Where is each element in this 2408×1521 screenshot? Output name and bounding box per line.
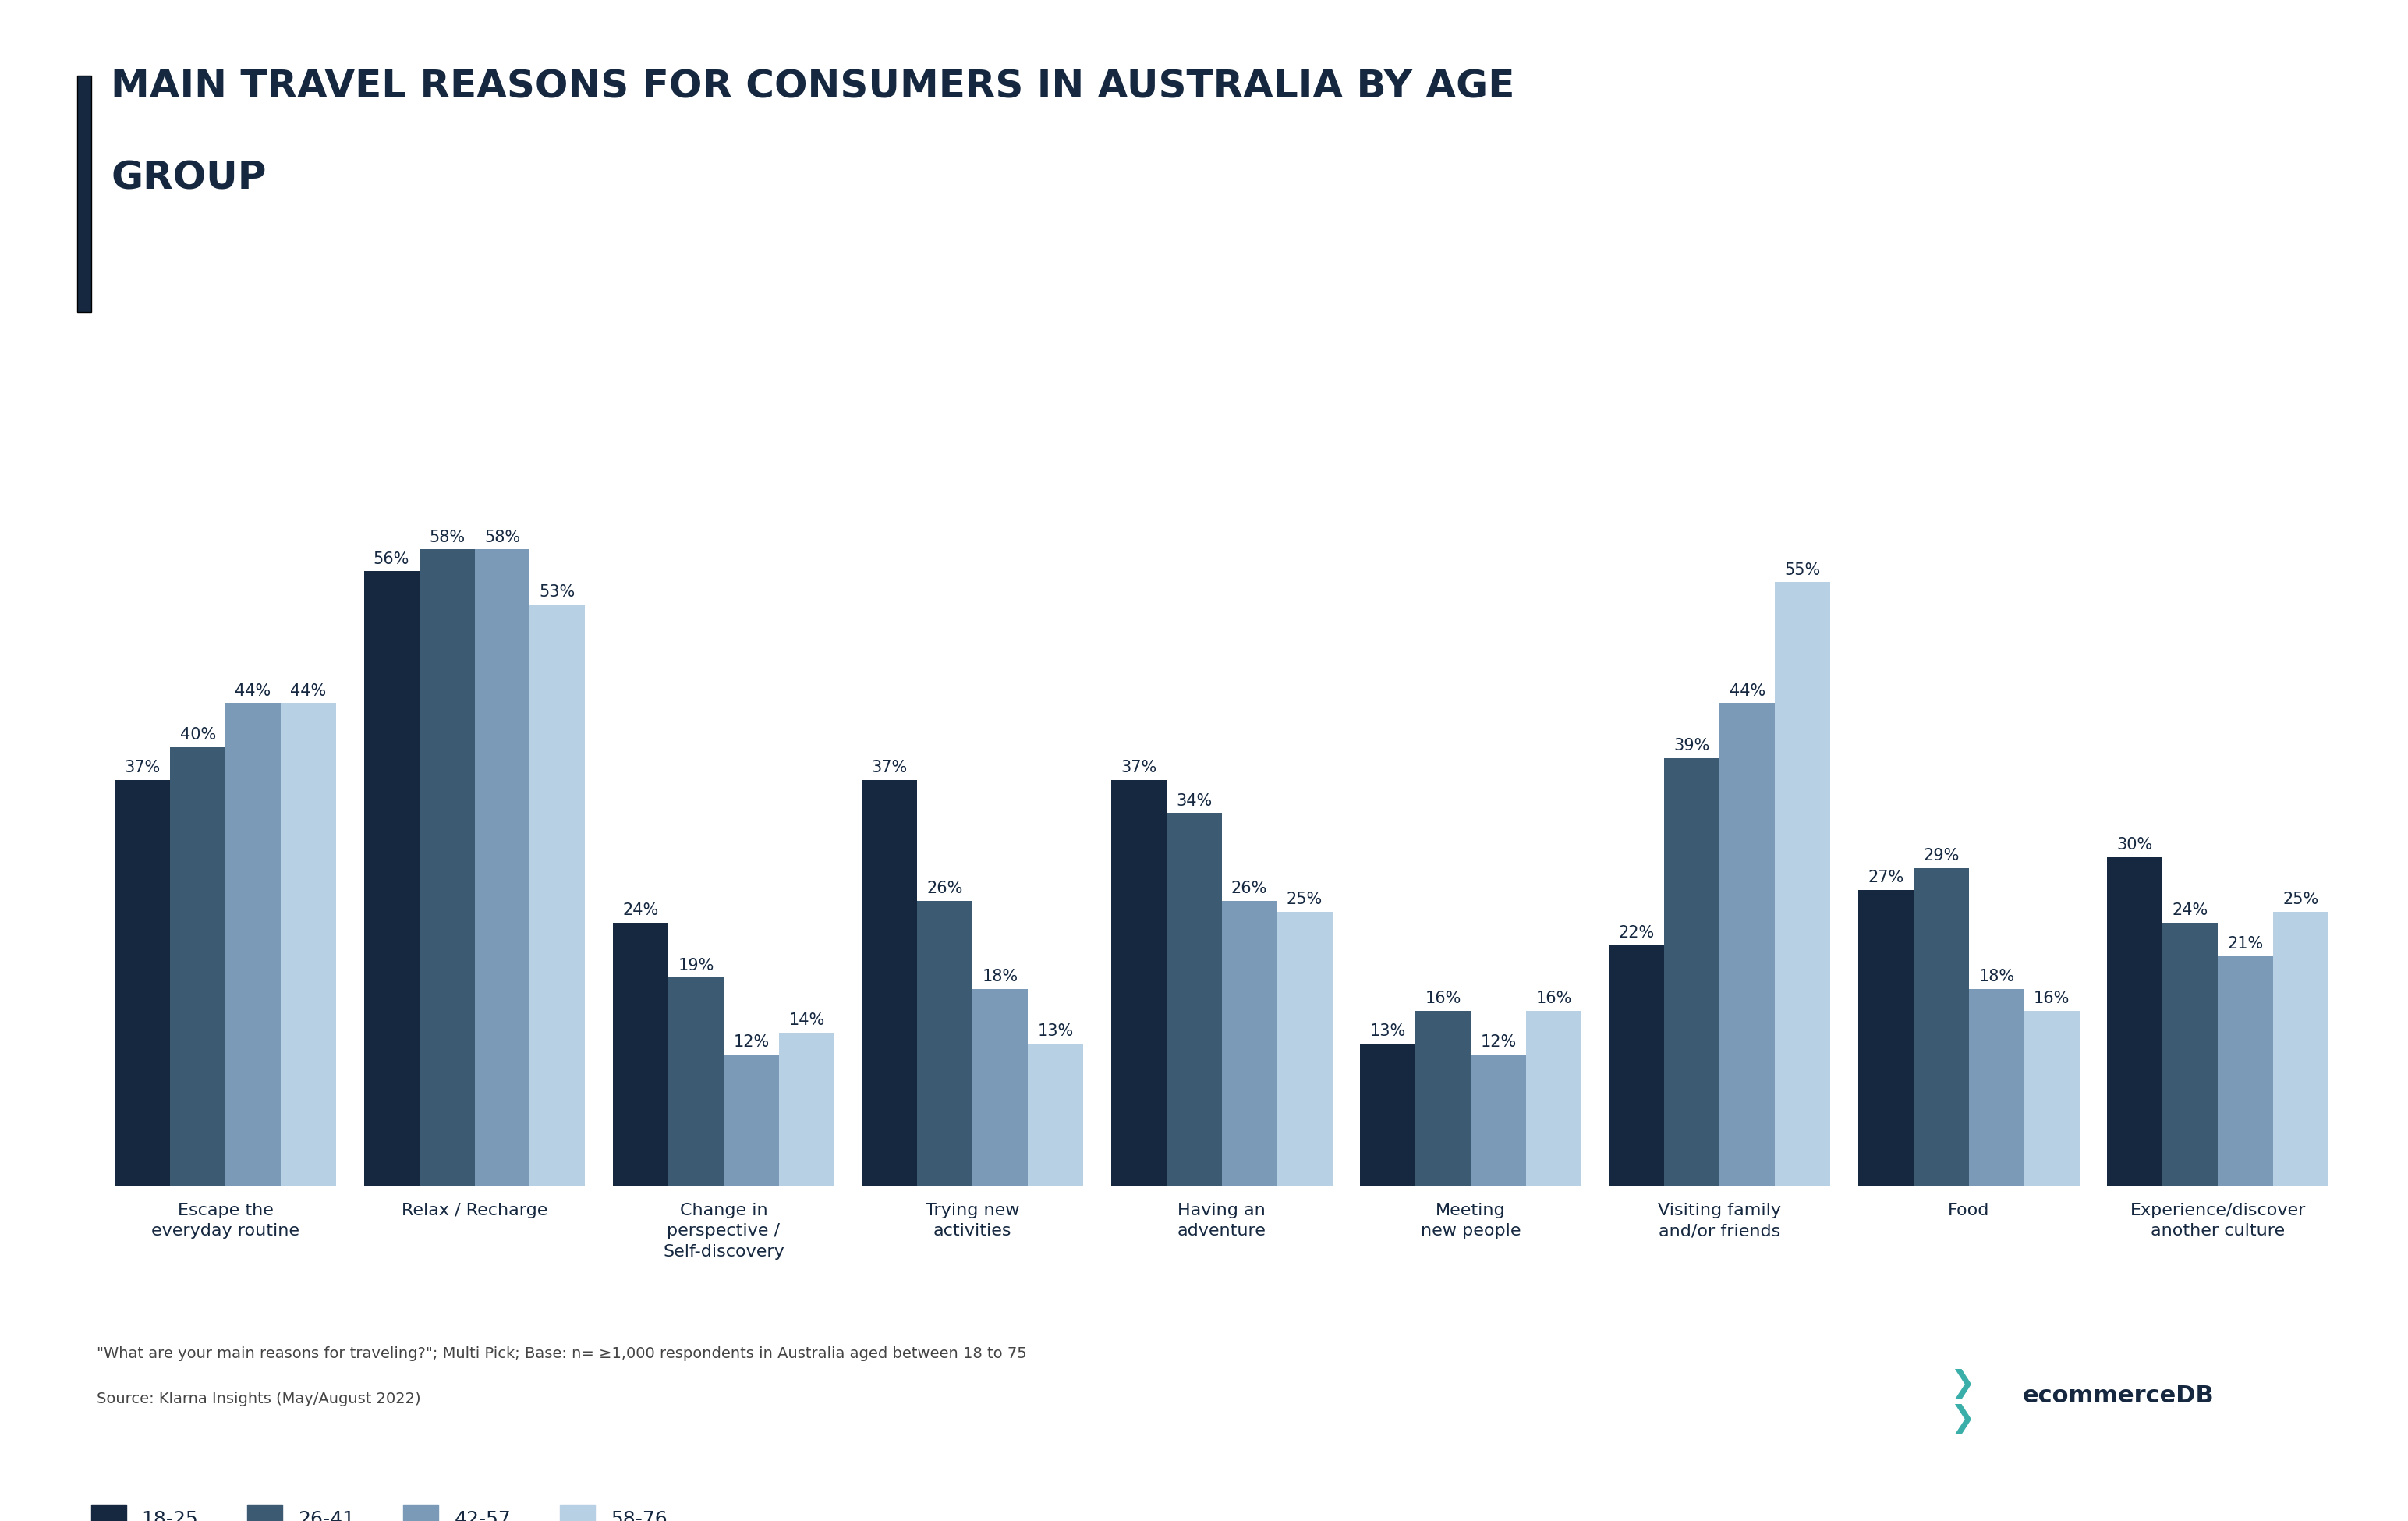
Bar xyxy=(419,549,474,1186)
Bar xyxy=(1914,868,1970,1186)
Bar xyxy=(1775,583,1830,1186)
Legend: 18-25, 26-41, 42-57, 58-76: 18-25, 26-41, 42-57, 58-76 xyxy=(84,1497,674,1521)
Bar xyxy=(1664,757,1719,1186)
Bar xyxy=(474,549,530,1186)
Text: 39%: 39% xyxy=(1674,738,1710,753)
Text: GROUP: GROUP xyxy=(111,160,267,198)
Text: 37%: 37% xyxy=(872,760,908,776)
Bar xyxy=(1970,989,2025,1186)
Text: 26%: 26% xyxy=(1230,881,1267,896)
Bar xyxy=(973,989,1028,1186)
Bar xyxy=(116,780,171,1186)
Text: 56%: 56% xyxy=(373,551,409,567)
Bar xyxy=(2218,955,2273,1186)
Text: 26%: 26% xyxy=(927,881,963,896)
Text: 44%: 44% xyxy=(1729,683,1765,698)
Bar xyxy=(2025,1010,2081,1186)
Text: MAIN TRAVEL REASONS FOR CONSUMERS IN AUSTRALIA BY AGE: MAIN TRAVEL REASONS FOR CONSUMERS IN AUS… xyxy=(111,68,1515,106)
Text: 58%: 58% xyxy=(429,529,465,545)
Bar xyxy=(669,978,722,1186)
Text: 34%: 34% xyxy=(1175,792,1211,809)
Bar xyxy=(1276,911,1332,1186)
Text: 44%: 44% xyxy=(291,683,327,698)
Text: Source: Klarna Insights (May/August 2022): Source: Klarna Insights (May/August 2022… xyxy=(96,1392,421,1407)
Text: 16%: 16% xyxy=(1426,990,1462,1007)
Text: ❯
❯: ❯ ❯ xyxy=(1950,1369,1975,1434)
Text: 16%: 16% xyxy=(2035,990,2071,1007)
Bar xyxy=(2162,923,2218,1186)
Text: 22%: 22% xyxy=(1618,925,1654,940)
Bar xyxy=(917,900,973,1186)
Text: 55%: 55% xyxy=(1784,563,1820,578)
Bar xyxy=(614,923,669,1186)
Text: 24%: 24% xyxy=(624,903,657,919)
Bar xyxy=(1361,1043,1416,1186)
Bar xyxy=(1859,890,1914,1186)
Text: 25%: 25% xyxy=(1286,891,1322,908)
Bar xyxy=(1221,900,1276,1186)
Text: 18%: 18% xyxy=(1979,969,2015,984)
Bar xyxy=(1165,812,1221,1186)
Bar xyxy=(1416,1010,1471,1186)
Text: 58%: 58% xyxy=(484,529,520,545)
Text: ecommerceDB: ecommerceDB xyxy=(2023,1384,2215,1407)
Bar xyxy=(2107,856,2162,1186)
Bar xyxy=(1028,1043,1084,1186)
Bar xyxy=(1719,703,1775,1186)
Text: 37%: 37% xyxy=(1120,760,1156,776)
Bar xyxy=(282,703,337,1186)
Text: 19%: 19% xyxy=(677,958,715,973)
Text: 16%: 16% xyxy=(1536,990,1572,1007)
Text: 25%: 25% xyxy=(2283,891,2319,908)
Text: 24%: 24% xyxy=(2172,903,2208,919)
Bar xyxy=(862,780,917,1186)
Bar xyxy=(226,703,282,1186)
Text: 12%: 12% xyxy=(732,1034,768,1049)
Text: 18%: 18% xyxy=(982,969,1019,984)
Text: 27%: 27% xyxy=(1869,870,1905,885)
Bar xyxy=(2273,911,2329,1186)
Bar xyxy=(171,747,226,1186)
Bar xyxy=(778,1033,833,1186)
Bar xyxy=(364,572,419,1186)
Text: 37%: 37% xyxy=(125,760,161,776)
Text: 13%: 13% xyxy=(1370,1024,1406,1039)
Text: 30%: 30% xyxy=(2117,837,2153,852)
Text: 53%: 53% xyxy=(539,584,576,599)
Text: 40%: 40% xyxy=(181,727,217,742)
Bar xyxy=(1527,1010,1582,1186)
Text: 12%: 12% xyxy=(1481,1034,1517,1049)
Bar xyxy=(530,604,585,1186)
Text: 21%: 21% xyxy=(2227,935,2264,951)
Bar xyxy=(1609,945,1664,1186)
Text: 14%: 14% xyxy=(787,1013,824,1028)
Text: 13%: 13% xyxy=(1038,1024,1074,1039)
Text: 29%: 29% xyxy=(1924,847,1960,864)
Bar xyxy=(1471,1054,1527,1186)
Text: "What are your main reasons for traveling?"; Multi Pick; Base: n= ≥1,000 respond: "What are your main reasons for travelin… xyxy=(96,1346,1026,1361)
Text: 44%: 44% xyxy=(236,683,272,698)
Bar xyxy=(722,1054,778,1186)
Bar xyxy=(1110,780,1165,1186)
